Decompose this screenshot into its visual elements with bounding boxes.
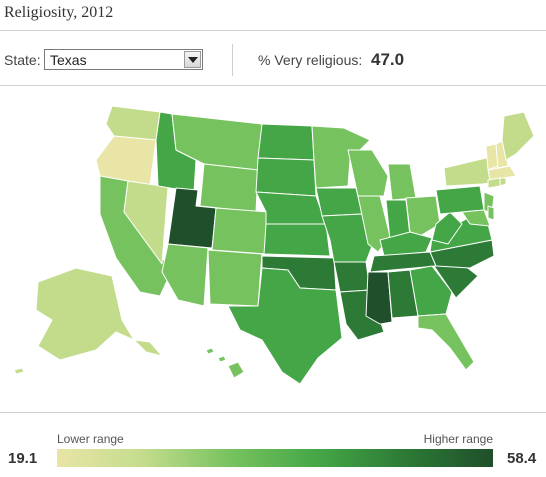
state-washington[interactable] bbox=[105, 105, 161, 141]
state-alaska[interactable] bbox=[35, 267, 135, 361]
state-kentucky[interactable] bbox=[379, 231, 433, 257]
state-new-mexico[interactable] bbox=[207, 249, 263, 307]
state-massachusetts[interactable] bbox=[487, 165, 517, 181]
state-florida[interactable] bbox=[417, 313, 475, 371]
state-arizona[interactable] bbox=[161, 243, 209, 307]
state-maryland[interactable] bbox=[461, 209, 491, 227]
legend-color-scale bbox=[57, 449, 493, 467]
alaska-panhandle bbox=[133, 339, 163, 357]
state-texas[interactable] bbox=[227, 267, 343, 385]
state-georgia[interactable] bbox=[409, 265, 453, 317]
state-mississippi[interactable] bbox=[365, 271, 393, 325]
state-arkansas[interactable] bbox=[333, 261, 371, 293]
state-select-value[interactable]: Texas bbox=[50, 52, 87, 68]
state-west-virginia[interactable] bbox=[431, 211, 463, 245]
state-connecticut[interactable] bbox=[487, 177, 501, 189]
state-minnesota[interactable] bbox=[311, 125, 371, 189]
state-colorado[interactable] bbox=[211, 207, 269, 255]
controls-divider-bottom bbox=[0, 85, 546, 86]
hawaii-maui bbox=[217, 355, 227, 363]
state-kansas[interactable] bbox=[263, 223, 331, 257]
state-wisconsin[interactable] bbox=[347, 149, 389, 197]
alaska-aleutian-islands bbox=[13, 367, 25, 375]
legend-divider bbox=[0, 412, 546, 413]
state-hawaii[interactable] bbox=[227, 361, 245, 379]
legend-max-value: 58.4 bbox=[507, 450, 537, 467]
metric-value: 47.0 bbox=[371, 50, 405, 69]
state-ohio[interactable] bbox=[405, 195, 441, 237]
controls-divider bbox=[232, 44, 233, 76]
header-divider bbox=[0, 30, 546, 31]
state-nebraska[interactable] bbox=[255, 191, 327, 225]
state-iowa[interactable] bbox=[315, 187, 363, 217]
state-north-dakota[interactable] bbox=[257, 123, 315, 161]
state-select[interactable]: Texas bbox=[44, 49, 203, 70]
hawaii-oahu bbox=[205, 347, 215, 355]
state-maine[interactable] bbox=[501, 111, 535, 161]
state-delaware[interactable] bbox=[487, 205, 495, 221]
state-rhode-island[interactable] bbox=[499, 177, 507, 187]
state-wyoming[interactable] bbox=[199, 163, 259, 213]
legend-low-label: Lower range bbox=[57, 432, 124, 446]
state-nevada[interactable] bbox=[123, 180, 169, 265]
page-title: Religiosity, 2012 bbox=[4, 4, 114, 21]
state-michigan[interactable] bbox=[387, 163, 417, 201]
chevron-down-icon[interactable] bbox=[184, 51, 201, 68]
legend-min-value: 19.1 bbox=[8, 450, 38, 467]
state-south-dakota[interactable] bbox=[255, 157, 317, 197]
state-label: State: bbox=[4, 52, 41, 68]
us-states-map bbox=[13, 105, 535, 385]
metric-label: % Very religious: bbox=[258, 52, 363, 68]
legend-high-label: Higher range bbox=[423, 432, 493, 446]
state-pennsylvania[interactable] bbox=[435, 185, 485, 215]
